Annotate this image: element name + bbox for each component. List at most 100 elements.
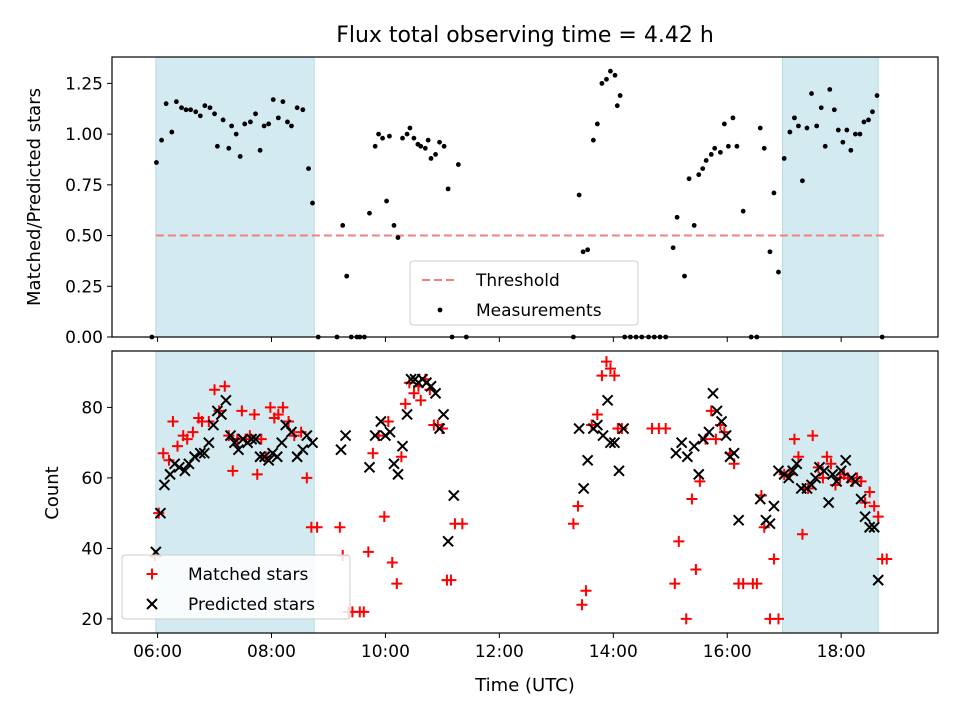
shaded-interval (155, 56, 315, 338)
data-point (814, 123, 820, 129)
data-point (167, 416, 179, 427)
data-point (872, 574, 884, 586)
data-point (691, 223, 697, 228)
data-point (686, 176, 692, 182)
data-point (600, 356, 612, 368)
y-tick-label: 80 (81, 398, 103, 418)
data-point (384, 198, 389, 204)
data-point (376, 131, 381, 137)
data-point (386, 557, 398, 568)
data-point (730, 115, 736, 121)
data-point (848, 147, 854, 153)
data-point (670, 447, 682, 459)
data-point (604, 363, 616, 375)
data-point (220, 117, 226, 123)
data-point (163, 454, 175, 466)
data-point (614, 103, 620, 109)
data-point (411, 135, 417, 141)
data-point (207, 419, 220, 431)
data-point (868, 500, 880, 512)
data-point (715, 415, 728, 428)
data-point (718, 426, 730, 438)
data-point (224, 429, 237, 442)
data-point (601, 394, 614, 407)
data-point (223, 430, 235, 442)
data-point (866, 117, 871, 123)
data-point (300, 107, 306, 113)
data-point (188, 451, 201, 463)
data-point (580, 585, 592, 597)
data-point (219, 380, 231, 392)
data-point (596, 370, 608, 382)
bottom-panel: 20 40 60 80 06:00 08:00 10:00 12:00 14:00 16:00 18… (81, 350, 939, 662)
data-point (807, 430, 819, 442)
data-point (400, 135, 405, 141)
data-point (725, 143, 731, 149)
data-point (608, 370, 620, 382)
data-point (197, 113, 203, 119)
data-point (616, 423, 628, 435)
data-point (788, 433, 800, 445)
data-point (280, 99, 286, 105)
data-point (301, 472, 313, 484)
top-y-axis-label: Matched/Predicted stars (24, 88, 45, 306)
data-point (270, 97, 276, 103)
data-point (690, 564, 702, 576)
data-point (391, 223, 397, 228)
data-point (827, 87, 833, 92)
data-point (399, 398, 411, 410)
data-point (840, 454, 852, 466)
data-point (585, 247, 591, 253)
data-point (874, 93, 880, 98)
data-point (694, 475, 706, 487)
data-point (392, 468, 404, 481)
data-point (772, 465, 785, 477)
data-point (576, 192, 582, 198)
data-point (445, 574, 457, 586)
data-point (796, 123, 801, 129)
y-tick-label: 0.00 (65, 328, 103, 348)
data-point (285, 119, 290, 125)
data-point (781, 156, 787, 161)
data-point (757, 125, 763, 131)
data-point (591, 419, 604, 431)
data-point (703, 158, 709, 163)
data-point (822, 143, 828, 149)
data-point (776, 269, 781, 275)
y-tick-label: 0.50 (65, 227, 103, 247)
data-point (855, 475, 867, 487)
data-point (164, 468, 176, 481)
data-point (693, 468, 705, 481)
data-point (617, 93, 623, 98)
data-point (720, 429, 732, 442)
x-tick-label: 18:00 (817, 642, 866, 662)
data-point (228, 436, 241, 449)
data-point (408, 387, 420, 399)
data-point (855, 493, 867, 505)
y-tick-label: 1.25 (65, 74, 103, 94)
data-point (604, 436, 617, 449)
data-point (861, 119, 867, 125)
data-point (367, 210, 372, 216)
x-tick-label: 08:00 (247, 642, 296, 662)
data-point (236, 405, 248, 417)
data-point (428, 156, 434, 161)
data-point (864, 486, 876, 498)
data-point (378, 511, 390, 523)
data-point (253, 111, 258, 117)
series-predicted-stars (150, 373, 884, 586)
data-point (670, 245, 676, 251)
x-tick-label: 14:00 (589, 642, 638, 662)
data-point (266, 121, 272, 127)
data-point (255, 433, 267, 445)
legend-label: Threshold (475, 271, 560, 291)
legend: Threshold Measurements (409, 260, 639, 326)
data-point (367, 447, 379, 459)
data-point (391, 578, 403, 590)
y-tick-label: 0.75 (65, 176, 103, 196)
data-point (372, 143, 378, 149)
data-point (251, 468, 263, 480)
data-point (276, 436, 288, 449)
axes-frame (111, 350, 939, 634)
